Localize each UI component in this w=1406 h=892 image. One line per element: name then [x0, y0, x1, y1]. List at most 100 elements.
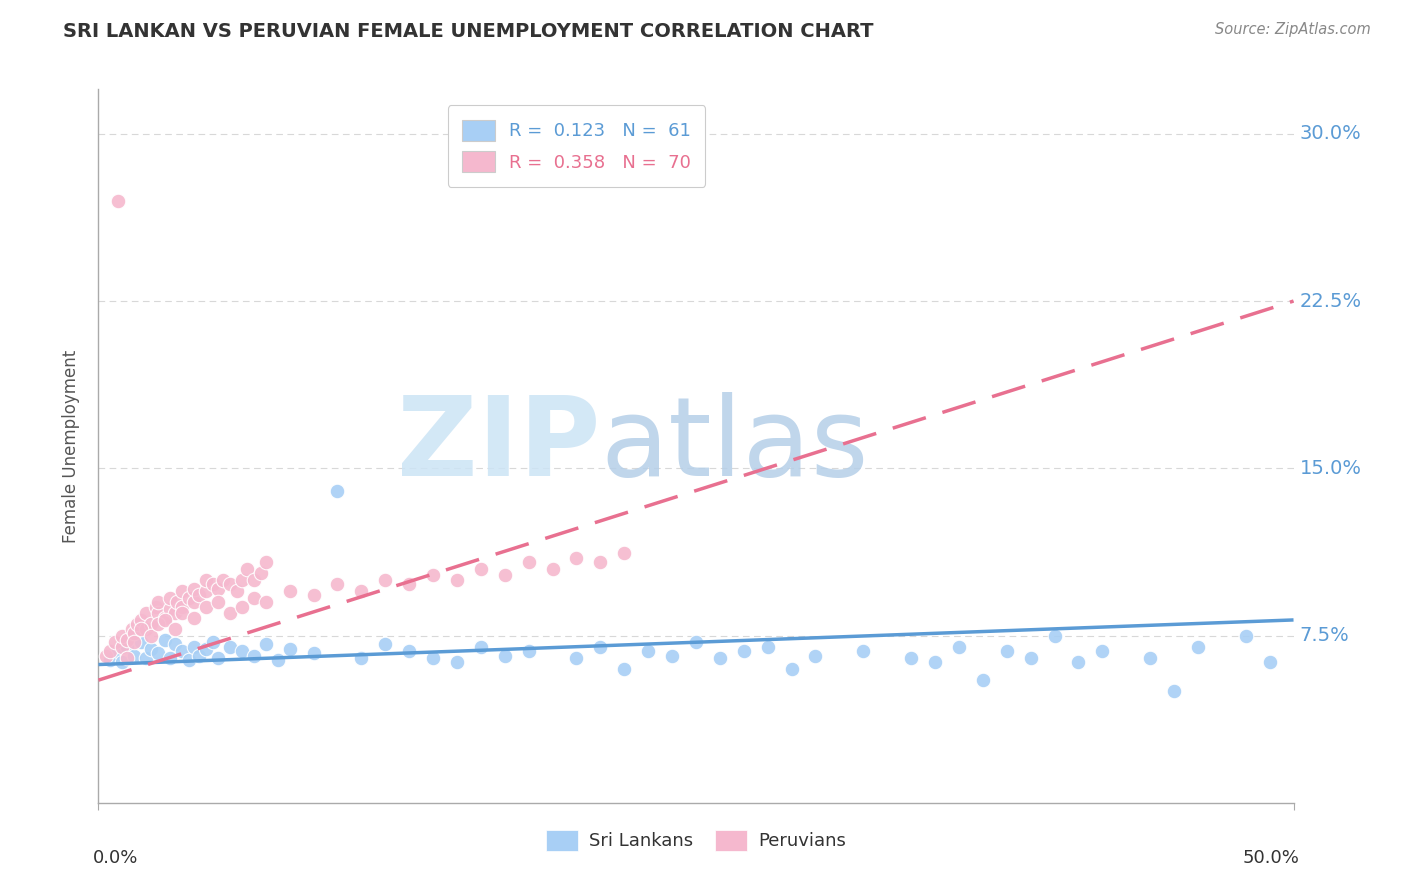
Point — [350, 651, 373, 665]
Point — [172, 583, 194, 598]
Point — [231, 644, 253, 658]
Point — [900, 651, 922, 665]
Point — [1067, 655, 1090, 669]
Point — [350, 583, 373, 598]
Point — [226, 583, 249, 598]
Point — [195, 573, 218, 587]
Point — [187, 648, 209, 663]
Point — [187, 589, 209, 603]
Point — [267, 653, 290, 667]
Point — [172, 599, 194, 614]
Point — [172, 607, 194, 621]
Text: Source: ZipAtlas.com: Source: ZipAtlas.com — [1215, 22, 1371, 37]
Point — [166, 595, 188, 609]
Point — [183, 640, 205, 654]
Point — [422, 651, 444, 665]
Point — [1258, 655, 1281, 669]
Point — [804, 648, 827, 663]
Point — [278, 583, 301, 598]
Point — [589, 640, 612, 654]
Point — [115, 640, 138, 654]
Point — [139, 617, 162, 632]
Point — [243, 591, 266, 605]
Point — [243, 573, 266, 587]
Point — [589, 555, 612, 569]
Point — [1091, 644, 1114, 658]
Point — [155, 613, 177, 627]
Point — [159, 651, 181, 665]
Point — [163, 622, 186, 636]
Point — [637, 644, 659, 658]
Point — [121, 622, 143, 636]
Point — [125, 617, 148, 632]
Text: 22.5%: 22.5% — [1299, 292, 1361, 310]
Point — [219, 640, 242, 654]
Point — [446, 573, 468, 587]
Point — [107, 194, 129, 208]
Point — [374, 573, 396, 587]
Point — [179, 591, 201, 605]
Point — [135, 622, 157, 636]
Point — [231, 573, 253, 587]
Point — [207, 582, 229, 596]
Point — [207, 595, 229, 609]
Text: 15.0%: 15.0% — [1299, 458, 1361, 478]
Point — [517, 555, 540, 569]
Point — [115, 651, 138, 665]
Point — [183, 582, 205, 596]
Point — [852, 644, 875, 658]
Point — [135, 651, 157, 665]
Point — [219, 607, 242, 621]
Point — [948, 640, 970, 654]
Point — [398, 644, 420, 658]
Point — [1234, 628, 1257, 642]
Point — [159, 602, 181, 616]
Point — [104, 635, 127, 649]
Point — [111, 640, 134, 654]
Point — [107, 644, 129, 658]
Point — [733, 644, 755, 658]
Point — [326, 577, 349, 591]
Point — [302, 646, 325, 660]
Point — [135, 607, 157, 621]
Point — [972, 673, 994, 687]
Point — [179, 653, 201, 667]
Point — [685, 635, 707, 649]
Point — [446, 655, 468, 669]
Point — [374, 637, 396, 651]
Point — [124, 648, 146, 663]
Point — [131, 622, 153, 636]
Point — [422, 568, 444, 582]
Point — [183, 610, 205, 624]
Point — [398, 577, 420, 591]
Point — [195, 583, 218, 598]
Point — [148, 595, 170, 609]
Point — [254, 637, 277, 651]
Point — [235, 562, 257, 576]
Point — [756, 640, 779, 654]
Point — [195, 642, 218, 657]
Point — [183, 595, 205, 609]
Text: atlas: atlas — [600, 392, 869, 500]
Point — [661, 648, 683, 663]
Point — [98, 644, 122, 658]
Point — [139, 642, 162, 657]
Text: 7.5%: 7.5% — [1299, 626, 1350, 645]
Point — [148, 607, 170, 621]
Point — [211, 573, 233, 587]
Point — [195, 599, 218, 614]
Point — [131, 635, 153, 649]
Point — [541, 562, 564, 576]
Point — [613, 662, 636, 676]
Point — [111, 655, 134, 669]
Point — [494, 648, 516, 663]
Point — [1139, 651, 1161, 665]
Point — [613, 546, 636, 560]
Point — [155, 610, 177, 624]
Point — [145, 599, 167, 614]
Point — [470, 640, 492, 654]
Point — [159, 591, 181, 605]
Point — [155, 633, 177, 648]
Point — [517, 644, 540, 658]
Legend: Sri Lankans, Peruvians: Sri Lankans, Peruvians — [538, 822, 853, 858]
